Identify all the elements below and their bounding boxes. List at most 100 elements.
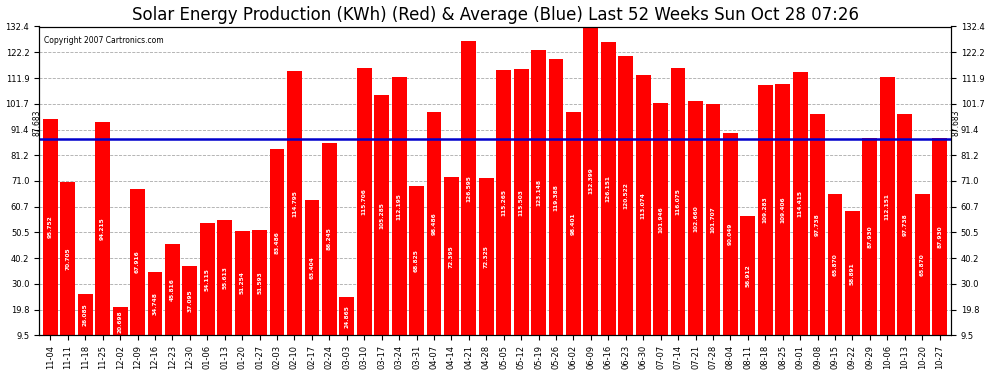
Text: 98.401: 98.401 [571,212,576,235]
Bar [636,75,650,359]
Bar [793,72,808,359]
Bar [653,103,668,359]
Bar [409,186,424,359]
Text: 68.825: 68.825 [414,249,419,272]
Text: 58.891: 58.891 [850,262,855,285]
Text: 24.865: 24.865 [345,305,349,328]
Text: 83.486: 83.486 [274,231,279,254]
Bar [828,194,842,359]
Text: 87.683: 87.683 [33,110,42,136]
Bar [95,123,110,359]
Text: 97.738: 97.738 [815,213,820,236]
Bar [182,266,197,359]
Bar [252,230,267,359]
Bar [43,118,57,359]
Bar [392,77,407,359]
Text: 123.148: 123.148 [537,179,542,206]
Bar [427,112,442,359]
Text: 55.613: 55.613 [222,266,228,289]
Text: 67.916: 67.916 [135,251,140,273]
Bar [670,68,685,359]
Bar [548,59,563,359]
Bar [583,27,598,359]
Bar [688,101,703,359]
Bar [461,41,476,359]
Bar [235,231,249,359]
Text: 86.245: 86.245 [327,228,332,251]
Text: 97.738: 97.738 [902,213,907,236]
Bar [933,138,947,359]
Text: 54.115: 54.115 [205,268,210,291]
Text: 116.075: 116.075 [675,188,680,215]
Bar [601,42,616,359]
Text: 87.930: 87.930 [938,226,942,248]
Bar [758,85,772,359]
Bar [723,133,738,359]
Text: 112.195: 112.195 [397,193,402,220]
Text: 51.593: 51.593 [257,271,262,294]
Text: 34.748: 34.748 [152,292,157,315]
Bar [880,77,895,359]
Text: 26.085: 26.085 [83,303,88,326]
Bar [287,71,302,359]
Bar [514,69,529,359]
Bar [130,189,145,359]
Bar [60,182,75,359]
Bar [566,112,581,359]
Bar [915,194,930,359]
Text: 87.683: 87.683 [951,110,961,136]
Text: 132.399: 132.399 [588,168,593,194]
Bar [356,69,371,359]
Text: 90.049: 90.049 [728,223,733,245]
Bar [444,177,458,359]
Text: 126.151: 126.151 [606,176,611,202]
Text: 102.660: 102.660 [693,205,698,232]
Title: Solar Energy Production (KWh) (Red) & Average (Blue) Last 52 Weeks Sun Oct 28 07: Solar Energy Production (KWh) (Red) & Av… [132,6,858,24]
Text: 95.752: 95.752 [48,216,52,238]
Bar [148,272,162,359]
Text: 65.870: 65.870 [833,253,838,276]
Text: 94.215: 94.215 [100,217,105,240]
Bar [218,219,232,359]
Text: 37.095: 37.095 [187,290,192,312]
Text: 126.595: 126.595 [466,175,471,202]
Text: 51.254: 51.254 [240,272,245,294]
Bar [741,216,755,359]
Bar [532,50,546,359]
Text: 113.074: 113.074 [641,192,645,219]
Text: 101.707: 101.707 [711,206,716,233]
Text: 115.503: 115.503 [519,189,524,216]
Text: 20.698: 20.698 [118,310,123,333]
Text: 109.406: 109.406 [780,196,785,223]
Text: 65.870: 65.870 [920,253,925,276]
Bar [305,200,320,359]
Text: 87.930: 87.930 [867,226,872,248]
Text: 119.388: 119.388 [553,184,558,211]
Text: 114.795: 114.795 [292,190,297,216]
Bar [269,150,284,359]
Bar [78,294,93,359]
Text: 109.283: 109.283 [762,196,768,223]
Bar [775,84,790,359]
Text: 115.265: 115.265 [501,189,506,216]
Text: 101.946: 101.946 [658,206,663,232]
Bar [496,70,511,359]
Bar [706,104,721,359]
Bar [200,223,215,359]
Text: 115.706: 115.706 [361,189,366,215]
Text: 120.522: 120.522 [624,183,629,209]
Text: 45.816: 45.816 [170,278,175,301]
Text: Copyright 2007 Cartronics.com: Copyright 2007 Cartronics.com [44,36,163,45]
Bar [845,211,860,359]
Bar [374,94,389,359]
Text: 63.404: 63.404 [310,256,315,279]
Text: 105.285: 105.285 [379,202,384,228]
Text: 56.912: 56.912 [745,264,750,287]
Text: 114.415: 114.415 [798,190,803,217]
Bar [619,56,634,359]
Bar [897,114,912,359]
Text: 98.486: 98.486 [432,212,437,235]
Text: 112.151: 112.151 [885,193,890,220]
Text: 72.395: 72.395 [448,245,453,268]
Bar [322,142,337,359]
